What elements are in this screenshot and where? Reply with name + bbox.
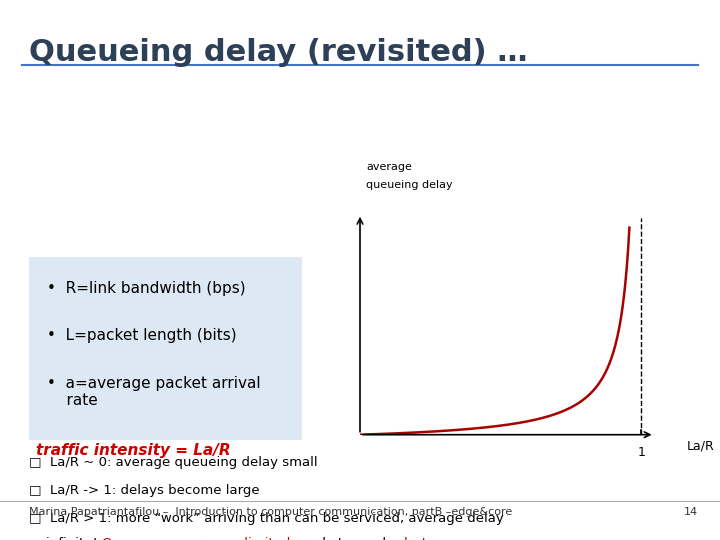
Text: •  R=link bandwidth (bps): • R=link bandwidth (bps) — [47, 281, 246, 296]
Text: infinite!: infinite! — [29, 537, 102, 540]
Text: □  La/R ~ 0: average queueing delay small: □ La/R ~ 0: average queueing delay small — [29, 456, 318, 469]
Text: La/R: La/R — [687, 440, 714, 453]
FancyBboxPatch shape — [29, 256, 302, 440]
Text: •  a=average packet arrival
    rate: • a=average packet arrival rate — [47, 376, 261, 408]
Text: Marina Papatriantafilou –  Introduction to computer communication, partB –edge&c: Marina Papatriantafilou – Introduction t… — [29, 507, 512, 517]
Text: traffic intensity = La/R: traffic intensity = La/R — [36, 443, 230, 458]
Text: Queues may grow unlimited,: Queues may grow unlimited, — [102, 537, 294, 540]
Text: □  La/R -> 1: delays become large: □ La/R -> 1: delays become large — [29, 484, 259, 497]
Text: 14: 14 — [684, 507, 698, 517]
Text: average: average — [366, 161, 412, 172]
Text: 1: 1 — [637, 446, 645, 458]
Text: queueing delay: queueing delay — [366, 180, 453, 190]
Text: □  La/R > 1: more “work” arriving than can be serviced, average delay: □ La/R > 1: more “work” arriving than ca… — [29, 512, 503, 525]
Text: •  L=packet length (bits): • L=packet length (bits) — [47, 328, 236, 343]
Text: packets can be: packets can be — [294, 537, 404, 540]
Text: Queueing delay (revisited) …: Queueing delay (revisited) … — [29, 38, 528, 67]
Text: lost: lost — [404, 537, 428, 540]
